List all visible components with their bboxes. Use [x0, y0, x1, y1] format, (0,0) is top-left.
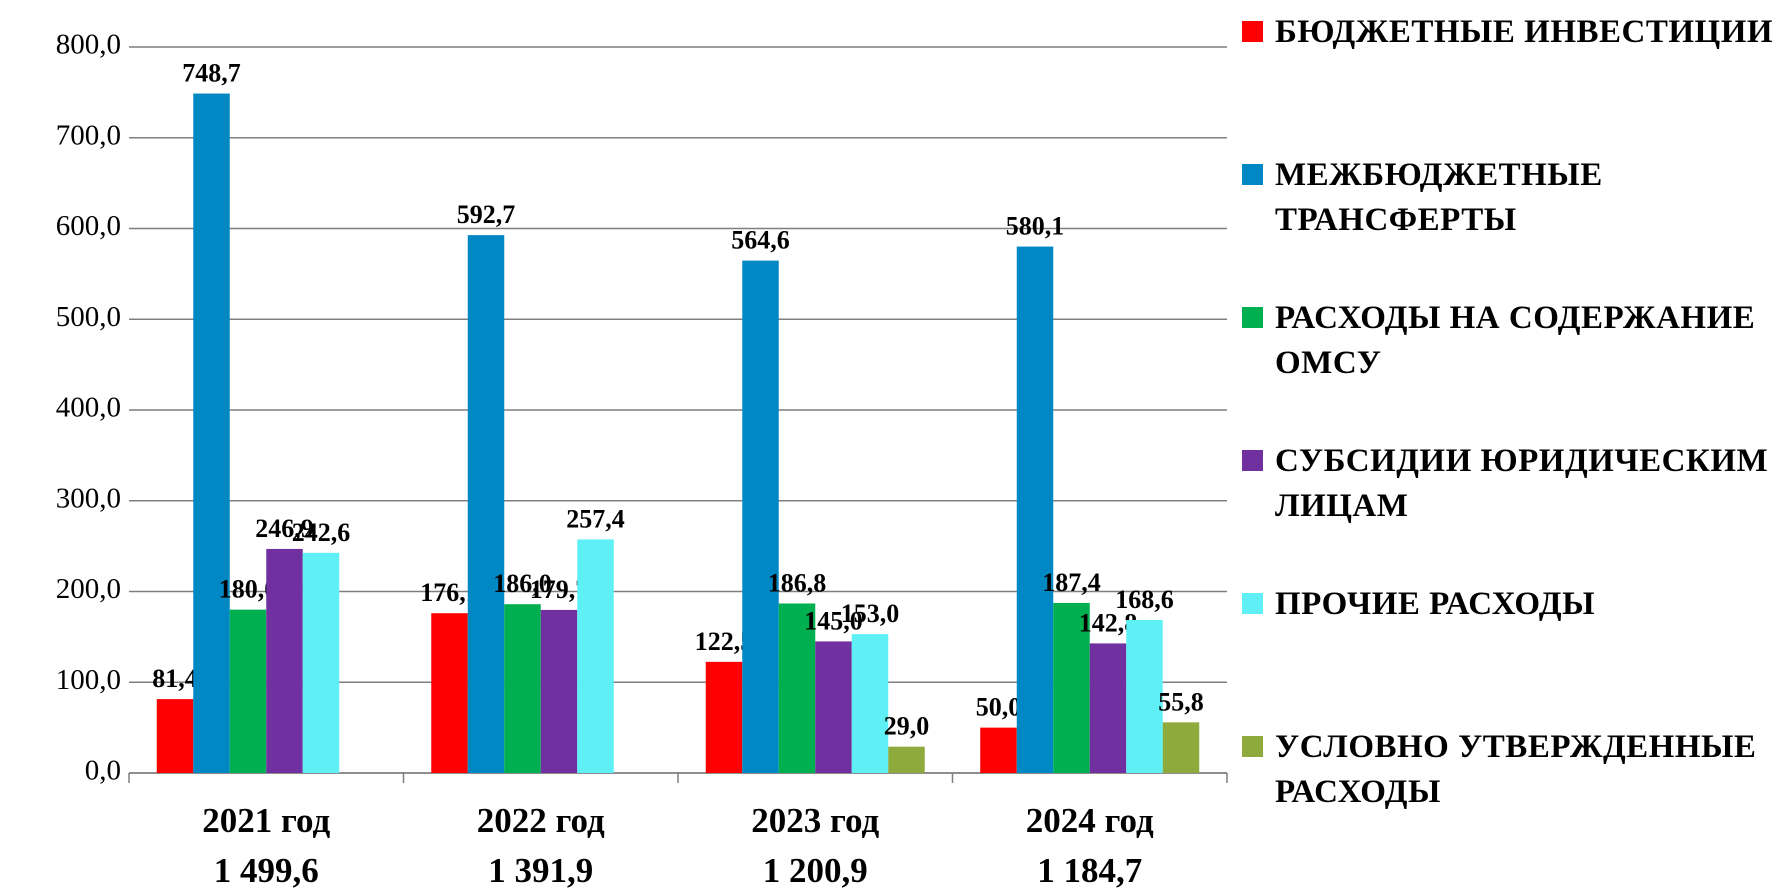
legend-label: БЮДЖЕТНЫЕ ИНВЕСТИЦИИ: [1275, 14, 1774, 50]
bar: [302, 552, 340, 773]
data-label: 580,1: [1006, 212, 1065, 241]
data-label: 55,8: [1158, 687, 1204, 716]
legend-swatch: [1242, 593, 1263, 614]
x-tick-label: 2023 год: [751, 801, 879, 840]
data-label: 50,0: [976, 693, 1022, 722]
y-tick-label: 0,0: [85, 755, 121, 787]
data-label: 187,4: [1042, 568, 1101, 597]
data-label: 246,9: [255, 514, 314, 543]
x-tick-label: 2022 год: [477, 801, 605, 840]
bar: [1016, 246, 1054, 773]
bar: [467, 235, 505, 773]
data-label: 242,6: [292, 518, 351, 547]
x-tick-label: 2021 год: [202, 801, 330, 840]
bar: [577, 539, 614, 773]
bar: [266, 548, 303, 773]
data-label: 748,7: [182, 59, 241, 88]
bar: [504, 604, 541, 773]
data-label: 186,8: [768, 568, 827, 597]
legend-item: БЮДЖЕТНЫЕ ИНВЕСТИЦИИ: [1242, 10, 1788, 55]
y-tick-label: 600,0: [56, 210, 121, 242]
bar: [193, 93, 230, 773]
data-label: 186,0: [493, 569, 552, 598]
data-label: 153,0: [841, 599, 900, 628]
bar: [1089, 643, 1127, 773]
bar: [705, 661, 743, 773]
data-label: 564,6: [731, 226, 790, 255]
y-tick-label: 200,0: [56, 573, 121, 605]
bar: [851, 634, 889, 773]
category-total: 1 499,6: [214, 851, 319, 890]
legend-label: МЕЖБЮДЖЕТНЫЕ ТРАНСФЕРТЫ: [1275, 157, 1603, 238]
bar: [778, 603, 816, 773]
legend-item: УСЛОВНО УТВЕРЖДЕННЫЕ РАСХОДЫ: [1242, 725, 1788, 815]
data-label: 81,4: [152, 664, 198, 693]
y-tick-label: 300,0: [56, 482, 121, 514]
bar: [815, 641, 852, 773]
bar: [540, 609, 578, 773]
bar: [229, 609, 267, 773]
data-label: 145,0: [804, 606, 863, 635]
y-tick-label: 100,0: [56, 664, 121, 696]
bar: [1126, 619, 1163, 773]
legend-item: МЕЖБЮДЖЕТНЫЕ ТРАНСФЕРТЫ: [1242, 153, 1788, 243]
legend-item: ПРОЧИЕ РАСХОДЫ: [1242, 582, 1788, 627]
data-label: 257,4: [566, 504, 625, 533]
bar: [431, 613, 468, 773]
data-label: 592,7: [457, 200, 516, 229]
legend-label: РАСХОДЫ НА СОДЕРЖАНИЕ ОМСУ: [1275, 300, 1756, 381]
bar: [980, 727, 1017, 773]
category-total: 1 391,9: [488, 851, 593, 890]
legend-swatch: [1242, 307, 1263, 328]
category-total: 1 200,9: [763, 851, 868, 890]
y-tick-label: 500,0: [56, 301, 121, 333]
legend-item: РАСХОДЫ НА СОДЕРЖАНИЕ ОМСУ: [1242, 296, 1788, 386]
legend-label: СУБСИДИИ ЮРИДИЧЕСКИМ ЛИЦАМ: [1275, 443, 1769, 524]
x-tick-label: 2024 год: [1026, 801, 1154, 840]
legend-item: СУБСИДИИ ЮРИДИЧЕСКИМ ЛИЦАМ: [1242, 439, 1788, 529]
y-tick-label: 400,0: [56, 392, 121, 424]
legend-label: ПРОЧИЕ РАСХОДЫ: [1275, 586, 1596, 622]
data-label: 168,6: [1115, 585, 1174, 614]
legend-label: УСЛОВНО УТВЕРЖДЕННЫЕ РАСХОДЫ: [1275, 729, 1757, 810]
bar: [156, 699, 194, 773]
legend-swatch: [1242, 450, 1263, 471]
bar: [1053, 602, 1090, 773]
legend-swatch: [1242, 164, 1263, 185]
y-tick-label: 700,0: [56, 119, 121, 151]
legend-swatch: [1242, 736, 1263, 757]
y-tick-label: 800,0: [56, 29, 121, 61]
data-label: 29,0: [884, 712, 930, 741]
bar: [742, 260, 779, 773]
category-total: 1 184,7: [1037, 851, 1142, 890]
legend-swatch: [1242, 21, 1263, 42]
bar: [888, 746, 925, 773]
bar: [1162, 722, 1200, 773]
